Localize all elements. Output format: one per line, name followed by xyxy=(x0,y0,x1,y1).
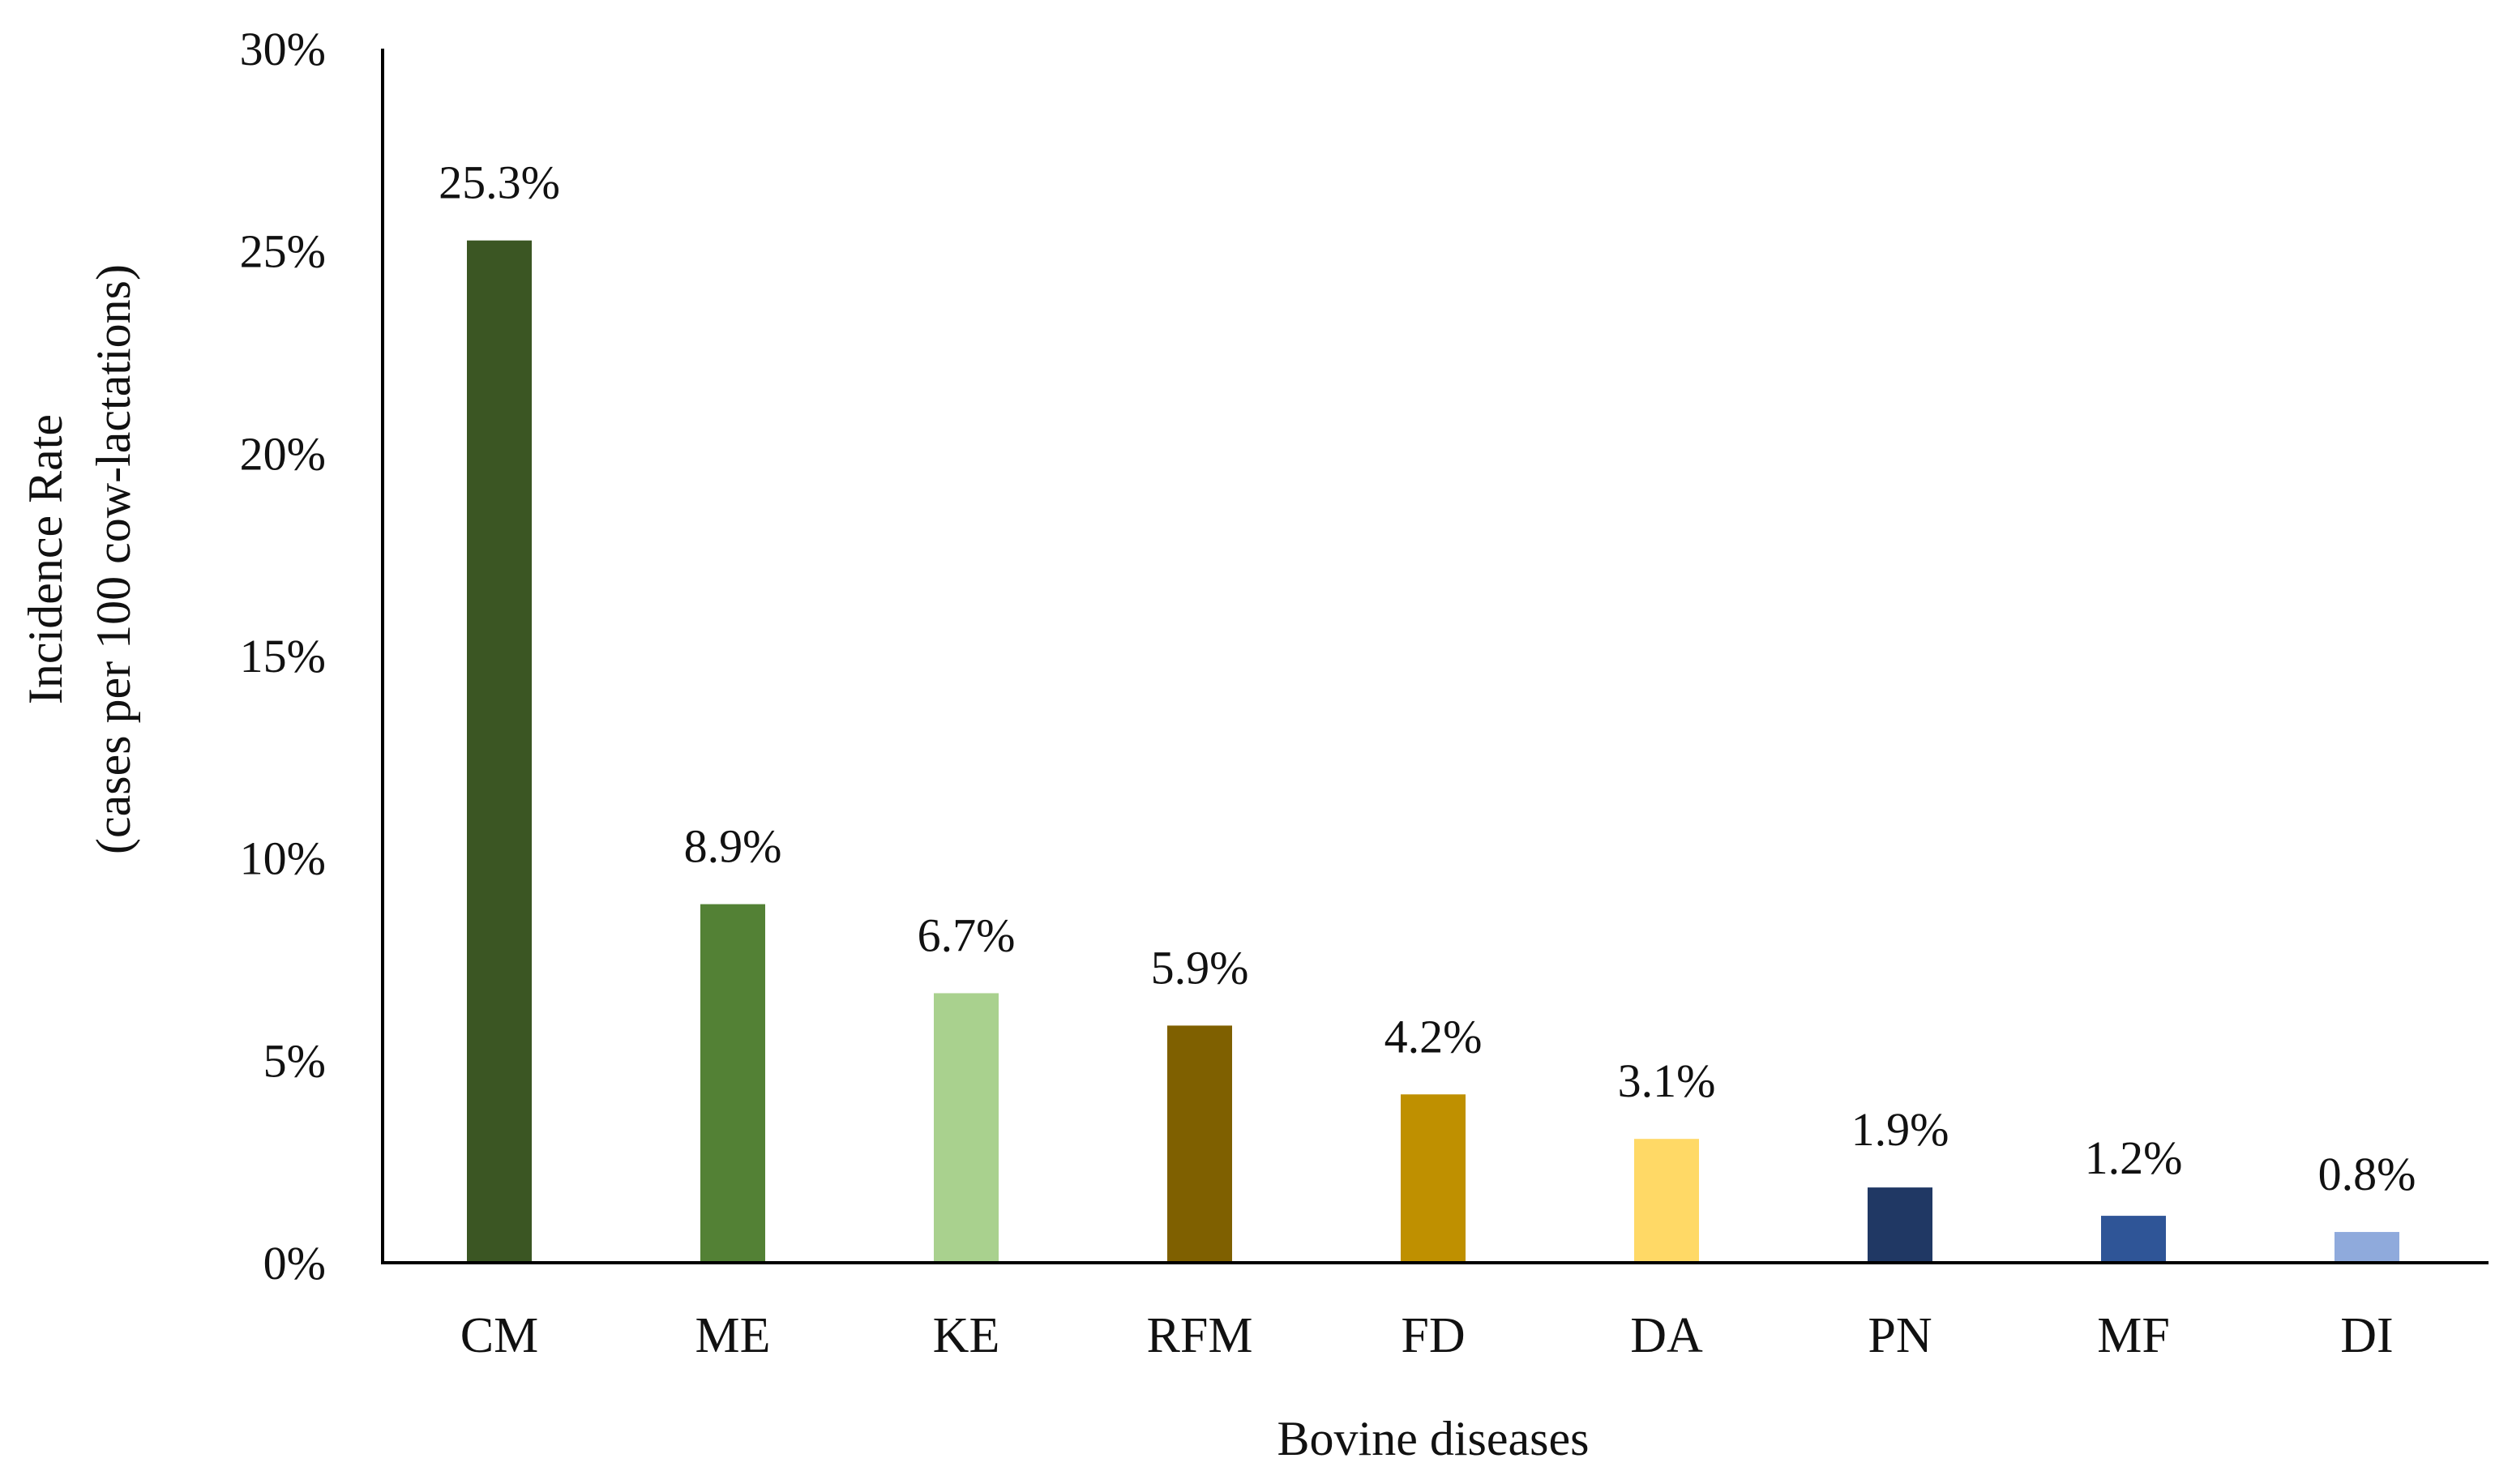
y-tick-label: 15% xyxy=(240,630,326,682)
bar-cm xyxy=(464,237,535,1265)
x-tick-label-me: ME xyxy=(695,1308,771,1363)
data-label-pn: 1.9% xyxy=(1851,1103,1949,1156)
bar-di xyxy=(2331,1229,2403,1265)
y-axis-title: Incidence Rate xyxy=(19,414,72,704)
data-label-da: 3.1% xyxy=(1618,1054,1716,1107)
y-tick-label: 25% xyxy=(240,225,326,278)
y-tick-label: 20% xyxy=(240,427,326,480)
bar-da xyxy=(1631,1135,1702,1264)
bar-ke xyxy=(931,990,1002,1264)
data-label-fd: 4.2% xyxy=(1384,1010,1483,1063)
x-tick-label-mf: MF xyxy=(2097,1308,2170,1363)
data-labels: 25.3% 8.9% 6.7% 5.9% 4.2% 3.1% 1.9% 1.2% 0.8% xyxy=(439,156,2416,1200)
bar-fd xyxy=(1397,1091,1469,1265)
y-tick-label: 0% xyxy=(263,1237,326,1289)
data-label-cm: 25.3% xyxy=(439,156,560,209)
x-tick-label-rfm: RFM xyxy=(1147,1308,1253,1363)
y-axis-subtitle: (cases per 100 cow-lactations) xyxy=(87,264,140,854)
y-tick-label: 30% xyxy=(240,23,326,75)
data-label-rfm: 5.9% xyxy=(1151,941,1249,994)
x-tick-label-pn: PN xyxy=(1868,1308,1932,1363)
x-axis-ticks: CM ME KE RFM FD DA PN MF DI xyxy=(460,1308,2394,1363)
data-label-mf: 1.2% xyxy=(2085,1131,2183,1184)
x-tick-label-ke: KE xyxy=(933,1308,1000,1363)
x-tick-label-di: DI xyxy=(2340,1308,2393,1363)
data-label-di: 0.8% xyxy=(2318,1148,2416,1200)
data-label-me: 8.9% xyxy=(684,820,782,873)
x-tick-label-fd: FD xyxy=(1401,1308,1465,1363)
bar-me xyxy=(697,900,768,1265)
bar-mf xyxy=(2098,1212,2169,1264)
data-label-ke: 6.7% xyxy=(918,909,1016,961)
bar-rfm xyxy=(1164,1022,1235,1264)
y-tick-label: 10% xyxy=(240,832,326,885)
x-axis-title: Bovine diseases xyxy=(1277,1412,1590,1465)
x-tick-label-cm: CM xyxy=(460,1308,538,1363)
y-tick-label: 5% xyxy=(263,1034,326,1087)
bars xyxy=(464,237,2403,1265)
x-tick-label-da: DA xyxy=(1630,1308,1703,1363)
bar-pn xyxy=(1864,1184,1936,1265)
y-axis-ticks: 0% 5% 10% 15% 20% 25% 30% xyxy=(240,23,326,1289)
